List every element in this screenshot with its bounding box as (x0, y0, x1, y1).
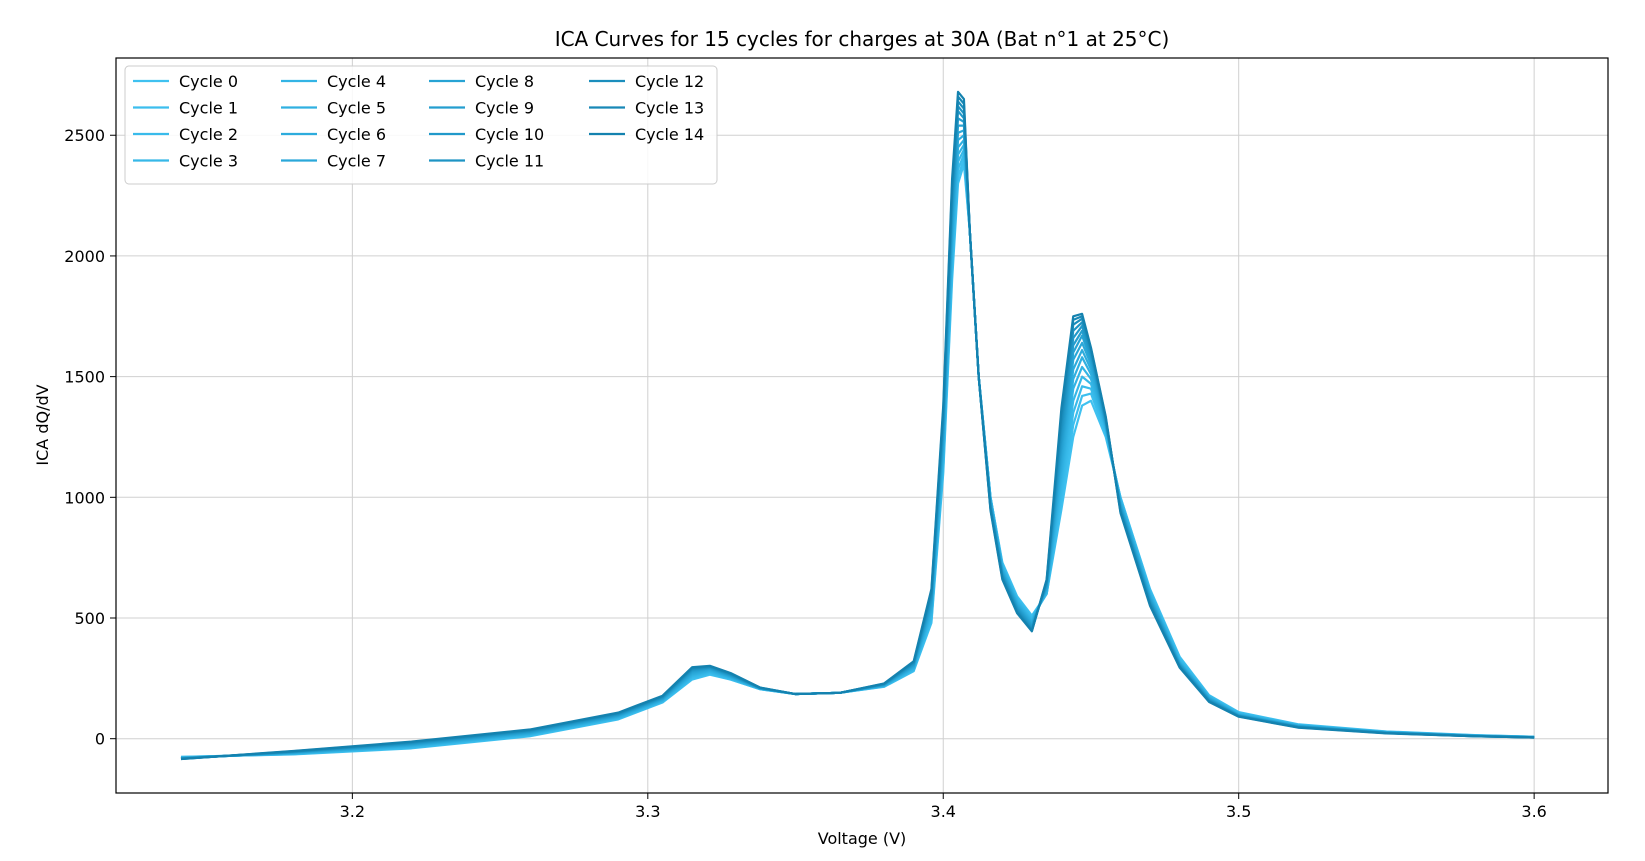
x-tick-label: 3.5 (1226, 802, 1251, 821)
legend-entry: Cycle 0 (179, 72, 238, 91)
series-line-cycle-6 (180, 134, 1535, 760)
x-tick-label: 3.4 (931, 802, 956, 821)
series-line-cycle-10 (180, 110, 1535, 760)
series-line-cycle-9 (180, 117, 1535, 760)
legend-entry: Cycle 5 (327, 99, 386, 118)
legend-entry: Cycle 11 (475, 152, 544, 171)
legend-entry: Cycle 8 (475, 72, 534, 91)
legend-entry: Cycle 2 (179, 125, 238, 144)
y-tick-label: 2500 (64, 126, 105, 145)
legend-entry: Cycle 13 (635, 99, 704, 118)
y-axis-ticks: 0 500 1000 1500 2000 2500 (64, 126, 116, 749)
series-line-cycle-14 (180, 90, 1535, 761)
series-line-cycle-2 (180, 153, 1535, 759)
y-tick-label: 1500 (64, 368, 105, 387)
legend-entry: Cycle 12 (635, 72, 704, 91)
series-line-cycle-0 (180, 163, 1535, 758)
x-tick-label: 3.6 (1521, 802, 1546, 821)
series-line-cycle-7 (180, 129, 1535, 760)
series-lines (180, 90, 1535, 761)
x-tick-label: 3.2 (340, 802, 365, 821)
legend-entry: Cycle 1 (179, 99, 238, 118)
y-tick-label: 1000 (64, 488, 105, 507)
legend-entry: Cycle 10 (475, 125, 544, 144)
plot-frame (115, 57, 1609, 794)
series-line-cycle-12 (180, 100, 1535, 760)
legend-entry: Cycle 7 (327, 152, 386, 171)
x-tick-label: 3.3 (635, 802, 660, 821)
legend-entry: Cycle 4 (327, 72, 386, 91)
legend-entry: Cycle 9 (475, 99, 534, 118)
x-axis-ticks: 3.2 3.3 3.4 3.5 3.6 (340, 793, 1547, 821)
legend-entry: Cycle 6 (327, 125, 386, 144)
legend-entry: Cycle 14 (635, 125, 704, 144)
series-line-cycle-5 (180, 138, 1535, 760)
series-line-cycle-1 (180, 158, 1535, 759)
legend: Cycle 0 Cycle 1 Cycle 2 Cycle 3 Cycle 4 Cycle… (124, 65, 718, 185)
legend-box (124, 65, 718, 185)
x-axis-label: Voltage (V) (818, 829, 907, 848)
y-tick-label: 0 (95, 730, 105, 749)
series-line-cycle-4 (180, 143, 1535, 759)
series-line-cycle-3 (180, 148, 1535, 759)
y-tick-label: 2000 (64, 247, 105, 266)
chart-title: ICA Curves for 15 cycles for charges at … (555, 27, 1170, 51)
legend-entry: Cycle 3 (179, 152, 238, 171)
series-line-cycle-13 (180, 95, 1535, 761)
y-tick-label: 500 (74, 609, 105, 628)
series-line-cycle-8 (180, 124, 1535, 760)
y-axis-label: ICA dQ/dV (33, 384, 52, 465)
series-line-cycle-11 (180, 105, 1535, 760)
